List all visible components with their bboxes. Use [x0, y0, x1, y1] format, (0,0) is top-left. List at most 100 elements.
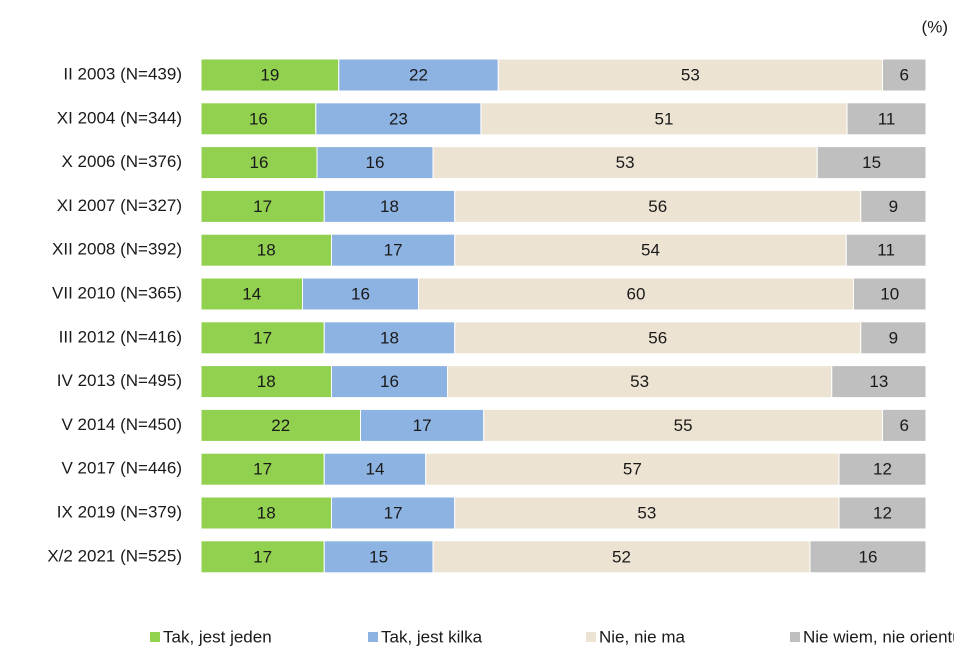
data-label: 6 — [900, 65, 909, 84]
data-label: 22 — [271, 416, 290, 435]
bar-segment — [200, 452, 325, 486]
data-label: 17 — [384, 241, 403, 260]
data-label: 18 — [380, 197, 399, 216]
bar-segment — [200, 365, 332, 399]
legend-swatch — [586, 632, 596, 642]
bar-segment — [315, 102, 482, 136]
data-label: 18 — [257, 372, 276, 391]
bar-segment — [200, 321, 325, 355]
data-label: 53 — [630, 372, 649, 391]
bar-segment — [200, 496, 332, 530]
legend-label: Nie wiem, nie orientuję się — [803, 627, 954, 646]
data-label: 15 — [862, 153, 881, 172]
bar-segment — [483, 408, 883, 442]
data-label: 11 — [877, 241, 895, 260]
bar-segment — [454, 321, 862, 355]
data-label: 15 — [369, 547, 388, 566]
bar-segment — [809, 540, 927, 574]
data-label: 17 — [253, 547, 272, 566]
data-label: 16 — [859, 547, 878, 566]
data-label: 16 — [366, 153, 385, 172]
category-label: V 2017 (N=446) — [62, 459, 183, 478]
data-label: 23 — [389, 109, 408, 128]
bar-segment — [882, 58, 927, 92]
category-label: II 2003 (N=439) — [63, 64, 182, 83]
legend-label: Tak, jest jeden — [163, 627, 272, 646]
data-label: 53 — [616, 153, 635, 172]
bar-segment — [331, 233, 456, 267]
category-label: IV 2013 (N=495) — [57, 371, 182, 390]
bar-segment — [323, 540, 434, 574]
data-label: 14 — [366, 460, 385, 479]
data-label: 56 — [648, 328, 667, 347]
data-label: 52 — [612, 547, 631, 566]
data-label: 56 — [648, 197, 667, 216]
bar-segment — [200, 58, 340, 92]
data-label: 17 — [253, 328, 272, 347]
category-label: XI 2007 (N=327) — [57, 196, 182, 215]
data-label: 18 — [257, 503, 276, 522]
category-label: XI 2004 (N=344) — [57, 108, 182, 127]
data-label: 55 — [674, 416, 693, 435]
bar-segment — [480, 102, 848, 136]
bar-segment — [425, 452, 840, 486]
data-label: 51 — [655, 109, 674, 128]
bar-segment — [454, 496, 840, 530]
category-label: X 2006 (N=376) — [62, 152, 183, 171]
data-label: 18 — [257, 241, 276, 260]
bar-segment — [816, 146, 927, 180]
legend-swatch — [150, 632, 160, 642]
data-label: 19 — [260, 65, 279, 84]
bar-segment — [316, 146, 434, 180]
data-label: 16 — [380, 372, 399, 391]
data-label: 9 — [889, 328, 898, 347]
bar-segment — [432, 540, 811, 574]
legend-swatch — [368, 632, 378, 642]
data-label: 54 — [641, 241, 660, 260]
bar-segment — [200, 146, 318, 180]
data-label: 17 — [253, 460, 272, 479]
data-label: 17 — [253, 197, 272, 216]
bar-segment — [360, 408, 485, 442]
data-label: 22 — [409, 65, 428, 84]
data-label: 53 — [637, 503, 656, 522]
data-label: 13 — [869, 372, 888, 391]
category-label: IX 2019 (N=379) — [57, 502, 182, 521]
bar-segment — [882, 408, 927, 442]
data-label: 9 — [889, 197, 898, 216]
data-label: 11 — [878, 109, 896, 128]
bar-segment — [853, 277, 927, 311]
bar-segment — [200, 233, 332, 267]
bar-segment — [302, 277, 419, 311]
bar-segment — [200, 102, 317, 136]
bar-segment — [838, 452, 927, 486]
data-label: 60 — [627, 284, 646, 303]
data-label: 16 — [351, 284, 370, 303]
category-label: VII 2010 (N=365) — [52, 283, 182, 302]
data-label: 10 — [880, 284, 899, 303]
bar-segment — [338, 58, 499, 92]
data-label: 53 — [681, 65, 700, 84]
bar-segment — [200, 277, 303, 311]
bar-segment — [454, 233, 847, 267]
data-label: 6 — [900, 416, 909, 435]
bar-segment — [418, 277, 854, 311]
unit-label: (%) — [922, 17, 948, 36]
bar-segment — [447, 365, 833, 399]
data-label: 18 — [380, 328, 399, 347]
bar-segment — [838, 496, 927, 530]
data-label: 57 — [623, 460, 642, 479]
data-label: 17 — [384, 503, 403, 522]
bar-segment — [200, 189, 325, 223]
category-label: III 2012 (N=416) — [59, 327, 182, 346]
bar-segment — [200, 540, 325, 574]
bar-segment — [846, 102, 927, 136]
bar-segment — [323, 189, 456, 223]
bar-segment — [331, 496, 456, 530]
category-label: V 2014 (N=450) — [62, 415, 183, 434]
data-label: 17 — [413, 416, 432, 435]
bar-segment — [860, 321, 927, 355]
bar-segment — [845, 233, 927, 267]
bar-segment — [323, 452, 427, 486]
